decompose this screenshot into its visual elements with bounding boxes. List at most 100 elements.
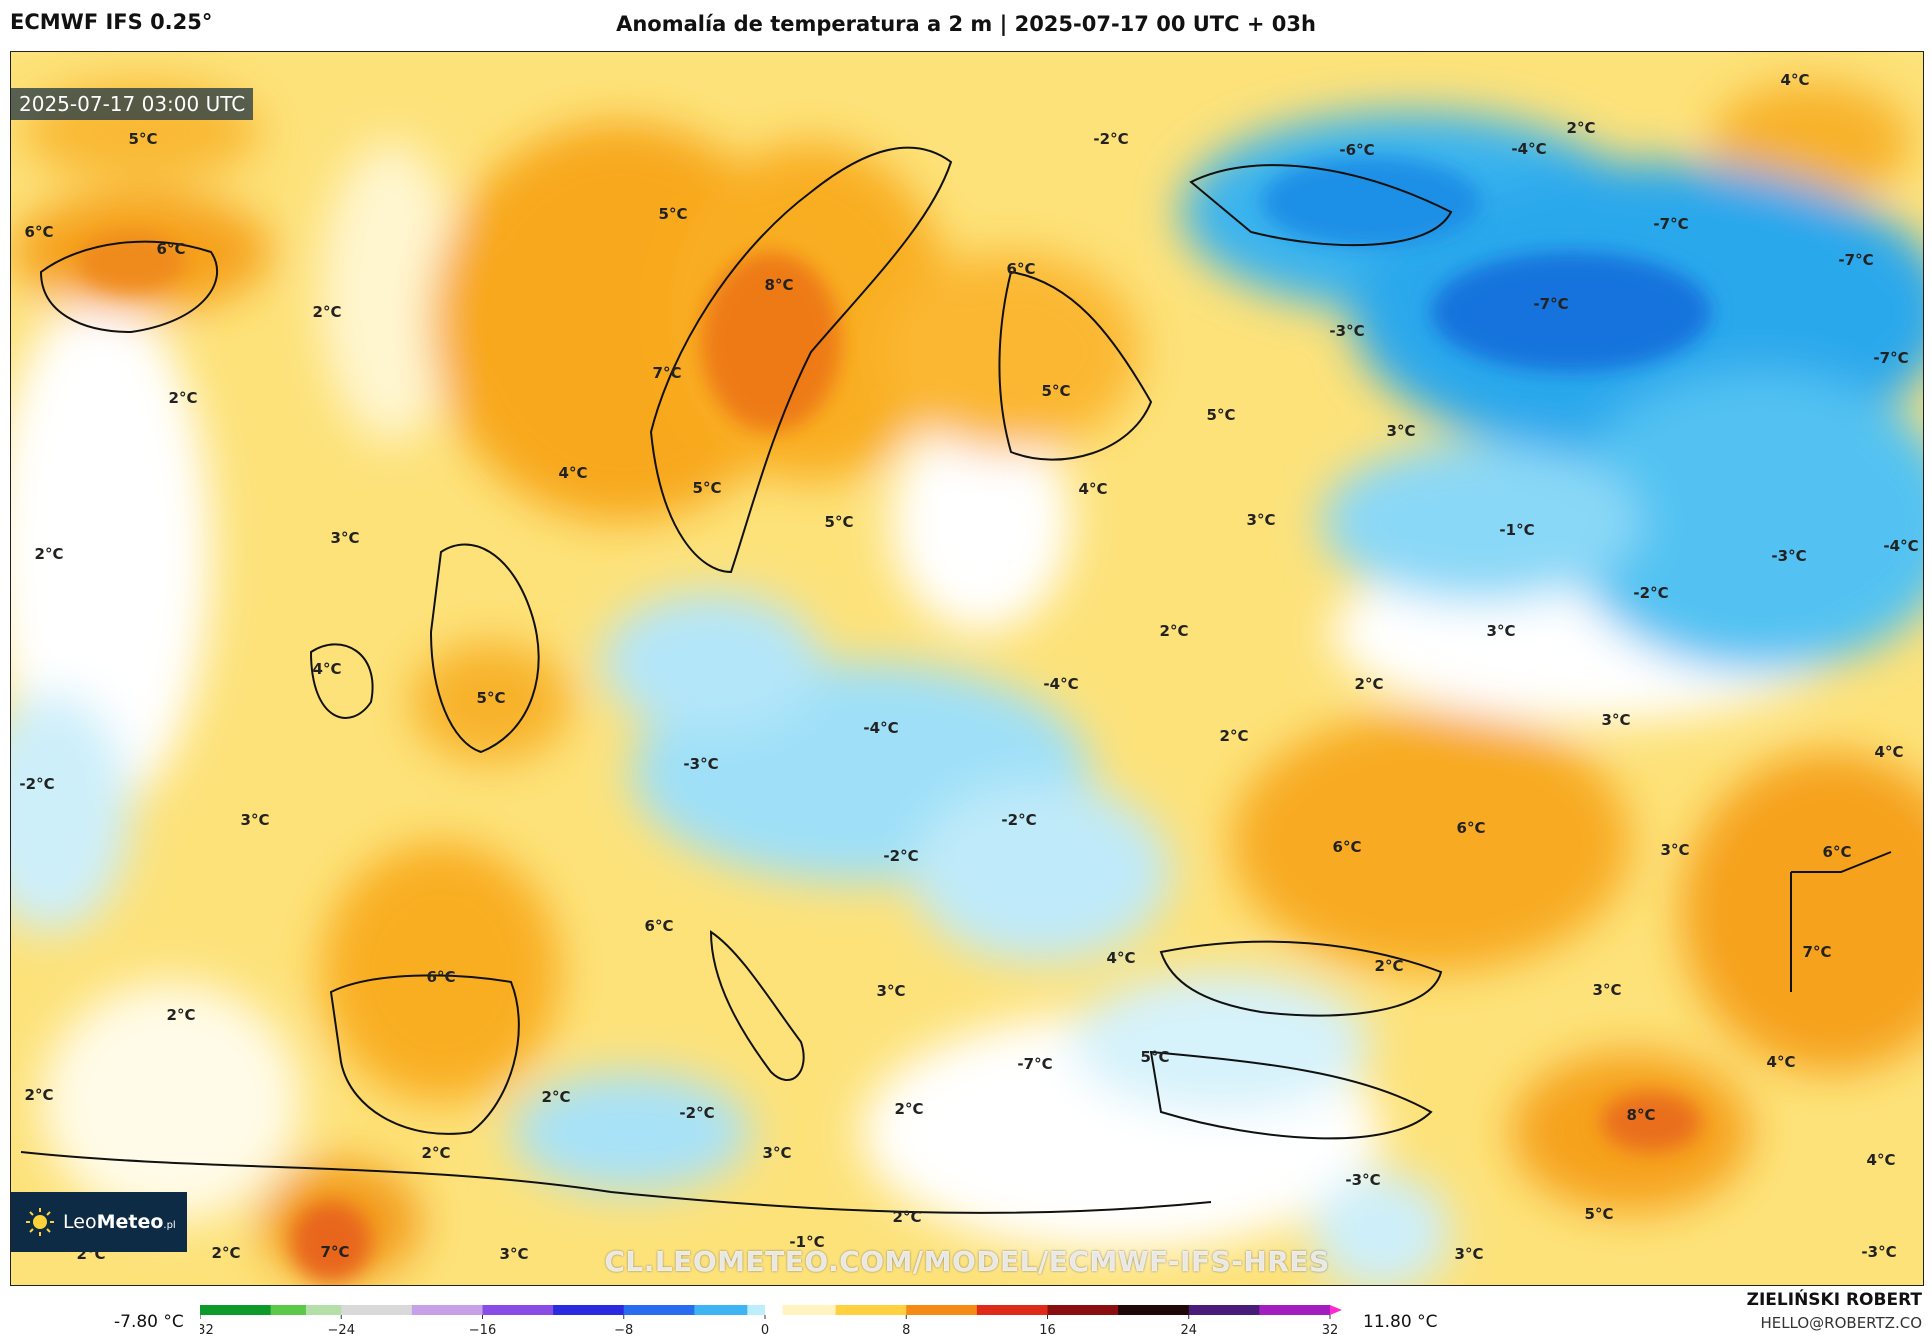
map-title: Anomalía de temperatura a 2 m | 2025-07-… [616, 12, 1316, 36]
colorbar-tick-label: 0 [761, 1323, 769, 1337]
temperature-label: 2°C [1219, 727, 1249, 745]
colorbar-segment [817, 1305, 837, 1315]
colorbar-segment [1277, 1305, 1296, 1315]
temperature-label: -2°C [679, 1104, 715, 1122]
temperature-label: 4°C [558, 464, 588, 482]
temperature-label: 4°C [1106, 949, 1136, 967]
temperature-label: 7°C [1802, 943, 1832, 961]
colorbar-segment [200, 1305, 219, 1315]
temperature-label: 4°C [1874, 743, 1904, 761]
map-panel[interactable]: 2025-07-17 03:00 UTC 5°C 6°C 6°C 2°C 2°C 5°C 8… [10, 51, 1924, 1286]
colorbar-segment [800, 1305, 819, 1315]
temperature-label: 3°C [1454, 1245, 1484, 1263]
temperature-label: 2°C [168, 389, 198, 407]
colorbar-segment [1135, 1305, 1154, 1315]
temperature-label: 3°C [1660, 841, 1690, 859]
temperature-label: 3°C [1246, 511, 1276, 529]
temperature-label: 4°C [1866, 1151, 1896, 1169]
field-maximum: 11.80 °C [1363, 1312, 1438, 1332]
colorbar-segment [1206, 1305, 1225, 1315]
temperature-label: 5°C [692, 479, 722, 497]
colorbar-segment [323, 1305, 342, 1315]
colorbar-segment [923, 1305, 943, 1315]
colorbar-max-extend [1330, 1305, 1342, 1315]
author-email[interactable]: HELLO@ROBERTZ.CO [1760, 1314, 1922, 1332]
colorbar-segment [288, 1305, 307, 1315]
temperature-label: -4°C [863, 719, 899, 737]
colorbar-segment [1029, 1305, 1048, 1315]
author-name: ZIELIŃSKI ROBERT [1746, 1290, 1922, 1310]
temperature-label: 5°C [476, 689, 506, 707]
colorbar-segment [1047, 1305, 1066, 1315]
colorbar-segment [305, 1305, 325, 1315]
colorbar-segment [712, 1305, 731, 1315]
temperature-label: 4°C [1780, 71, 1810, 89]
temperature-label: 6°C [1456, 819, 1486, 837]
sun-icon [26, 1208, 54, 1236]
colorbar-segment [376, 1305, 395, 1315]
temperature-label: 6°C [426, 968, 456, 986]
colorbar-segment [1171, 1305, 1190, 1315]
colorbar-segment [464, 1305, 483, 1315]
temperature-label: -1°C [1499, 521, 1535, 539]
temperature-label: 8°C [764, 276, 794, 294]
temperature-label: 6°C [1822, 843, 1852, 861]
temperature-label: 2°C [211, 1244, 241, 1262]
colorbar-segment [606, 1305, 625, 1315]
colorbar-segment [429, 1305, 448, 1315]
logo-text: LeoMeteo.pl [63, 1211, 176, 1233]
temperature-label: -3°C [1771, 547, 1807, 565]
colorbar-segment [447, 1305, 466, 1315]
temperature-label: -2°C [1093, 130, 1129, 148]
colorbar-segment [1153, 1305, 1172, 1315]
colorbar-segment [1012, 1305, 1031, 1315]
temperature-label: 6°C [1332, 838, 1362, 856]
temperature-label: 2°C [894, 1100, 924, 1118]
colorbar-tick-label: 8 [902, 1323, 910, 1337]
colorbar-tick-label: −24 [328, 1323, 355, 1337]
colorbar-segment [765, 1305, 784, 1315]
temperature-label: -7°C [1873, 349, 1909, 367]
colorbar-segment [853, 1305, 872, 1315]
temperature-label: 6°C [644, 917, 674, 935]
colorbar-segment [570, 1305, 589, 1315]
temperature-label: 5°C [128, 130, 158, 148]
temperature-label: 7°C [320, 1243, 350, 1261]
colorbar-segment [906, 1305, 925, 1315]
colorbar-segment [941, 1305, 960, 1315]
temperature-label: 3°C [330, 529, 360, 547]
colorbar-segment [270, 1305, 289, 1315]
temperature-anomaly-field [11, 52, 1923, 1285]
color-scale-bar: −32 −24 −16 −8 0 8 16 24 32 [200, 1305, 1342, 1337]
colorbar-segment [976, 1305, 996, 1315]
leometeo-logo[interactable]: LeoMeteo.pl [11, 1192, 187, 1252]
temperature-label: 2°C [1354, 675, 1384, 693]
temperature-label: 3°C [1486, 622, 1516, 640]
colorbar-segment [411, 1305, 431, 1315]
colorbar-segment [1082, 1305, 1101, 1315]
temperature-label: 3°C [499, 1245, 529, 1263]
temperature-label: -4°C [1883, 537, 1919, 555]
temperature-label: 8°C [1626, 1106, 1656, 1124]
temperature-label: 6°C [156, 240, 186, 258]
colorbar-segment [588, 1305, 607, 1315]
colorbar-tick-label: 24 [1180, 1323, 1197, 1337]
temperature-label: 2°C [312, 303, 342, 321]
colorbar-segment [959, 1305, 978, 1315]
temperature-label: 2°C [1374, 957, 1404, 975]
temperature-label: 5°C [658, 205, 688, 223]
temperature-label: 2°C [892, 1208, 922, 1226]
temperature-label: -2°C [1001, 811, 1037, 829]
colorbar-segment [870, 1305, 890, 1315]
temperature-label: 5°C [1584, 1205, 1614, 1223]
temperature-label: 2°C [1566, 119, 1596, 137]
colorbar-tick-label: −16 [469, 1323, 496, 1337]
temperature-label: -3°C [683, 755, 719, 773]
temperature-label: 2°C [541, 1088, 571, 1106]
colorbar-segment [747, 1305, 766, 1315]
colorbar-segment [835, 1305, 854, 1315]
temperature-label: -2°C [1633, 584, 1669, 602]
valid-time-label: 2025-07-17 03:00 UTC [11, 88, 254, 120]
temperature-label: -2°C [19, 775, 55, 793]
colorbar-segment [1312, 1305, 1331, 1315]
